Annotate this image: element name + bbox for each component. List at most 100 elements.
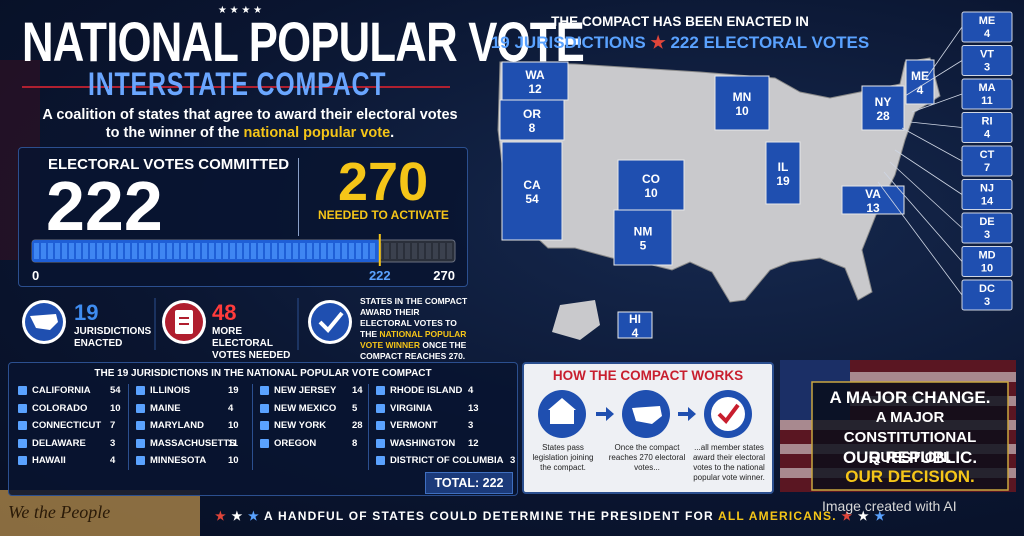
bar-segment bbox=[272, 243, 277, 259]
description-highlight: national popular vote bbox=[243, 125, 391, 141]
callout-line bbox=[909, 121, 963, 128]
item-votes: 12 bbox=[468, 437, 479, 449]
svg-text:★ ★ ★ ★: ★ ★ ★ ★ bbox=[218, 5, 262, 16]
stat-note: STATES IN THE COMPACT AWARD THEIR ELECTO… bbox=[360, 296, 470, 362]
state bbox=[617, 311, 653, 339]
state-votes: 10 bbox=[735, 104, 749, 118]
callout-votes: 3 bbox=[984, 229, 990, 241]
item-votes: 11 bbox=[228, 437, 239, 449]
state-icon bbox=[18, 403, 27, 413]
bar-segment bbox=[202, 243, 207, 259]
message: A MAJOR CONSTITUTIONAL QUESTION. bbox=[843, 409, 977, 466]
footer-highlight: ALL AMERICANS. bbox=[717, 509, 837, 523]
bar-segment bbox=[391, 243, 396, 259]
message: OUR DECISION. bbox=[845, 467, 975, 486]
item-name: CONNECTICUT bbox=[32, 420, 102, 431]
callout-box bbox=[961, 78, 1013, 110]
bar-segment bbox=[433, 243, 438, 259]
callout-line bbox=[911, 93, 963, 113]
bar-segment bbox=[321, 243, 326, 259]
state-icon bbox=[136, 421, 145, 430]
state-abbr: VA bbox=[865, 187, 881, 201]
list-item: CONNECTICUT 7 bbox=[32, 420, 137, 431]
bar-segment bbox=[293, 243, 298, 259]
bar-segment bbox=[279, 243, 284, 259]
footer-text: A HANDFUL OF STATES COULD DETERMINE THE … bbox=[264, 509, 718, 523]
bar-segment bbox=[34, 243, 39, 259]
callout-line bbox=[894, 149, 963, 195]
item-votes: 14 bbox=[352, 385, 363, 396]
map-heading: THE COMPACT HAS BEEN ENACTED IN bbox=[551, 14, 809, 29]
state-icon bbox=[376, 421, 385, 430]
bar-segment bbox=[265, 243, 270, 259]
item-votes: 8 bbox=[352, 437, 358, 449]
callout-abbr: DE bbox=[979, 216, 994, 228]
list-item: DELAWARE 3 bbox=[32, 438, 137, 449]
state-icon bbox=[136, 403, 145, 413]
state bbox=[765, 141, 801, 205]
state bbox=[905, 59, 935, 105]
callout-box bbox=[961, 179, 1013, 210]
state-icon bbox=[136, 438, 145, 448]
bar-segment bbox=[90, 243, 95, 259]
callout-abbr: VT bbox=[980, 49, 994, 61]
state-icon bbox=[18, 438, 27, 448]
bar-segment bbox=[363, 243, 368, 259]
state-votes: 12 bbox=[528, 82, 542, 96]
item-votes: 4 bbox=[228, 402, 234, 414]
list-item: DISTRICT OF COLUMBIA 3 bbox=[390, 455, 520, 466]
list-item: HAWAII 4 bbox=[32, 455, 137, 466]
list-item: VIRGINIA 13 bbox=[390, 403, 520, 414]
callout-line bbox=[877, 181, 963, 296]
bar-segment bbox=[69, 243, 74, 259]
item-votes: 10 bbox=[228, 420, 239, 431]
list-item: NEW JERSEY 14 bbox=[274, 385, 379, 396]
item-votes: 3 bbox=[468, 420, 474, 431]
bar-segment bbox=[181, 243, 186, 259]
list-item: RHODE ISLAND 4 bbox=[390, 385, 520, 396]
state-icon bbox=[260, 386, 269, 395]
bar-segment bbox=[230, 243, 235, 259]
bar-segment bbox=[48, 243, 53, 259]
item-name: DELAWARE bbox=[32, 437, 86, 449]
callout-abbr: MA bbox=[978, 82, 995, 94]
bar-segment bbox=[167, 243, 172, 259]
message: A MAJOR CHANGE. bbox=[829, 388, 991, 407]
state-votes: 19 bbox=[776, 174, 790, 188]
state-abbr: HI bbox=[629, 312, 641, 326]
state bbox=[613, 209, 673, 266]
bar-segment bbox=[41, 243, 46, 259]
list-item: ILLINOIS 19 bbox=[150, 385, 255, 396]
bar-segment bbox=[55, 243, 60, 259]
state-icon bbox=[136, 456, 145, 465]
scale-label: 270 bbox=[433, 268, 455, 283]
state-abbr: CA bbox=[523, 178, 541, 192]
bar-segment bbox=[258, 243, 263, 259]
bar-segment bbox=[62, 243, 67, 259]
state-abbr: NM bbox=[634, 225, 653, 239]
bar-segment bbox=[174, 243, 179, 259]
callout-box bbox=[961, 11, 1013, 43]
gauge-label: ELECTORAL VOTES COMMITTED bbox=[48, 156, 290, 173]
state-icon bbox=[376, 386, 385, 395]
callout-abbr: NJ bbox=[980, 183, 994, 195]
bar-segment bbox=[146, 243, 151, 259]
divider bbox=[298, 158, 299, 236]
callout-line bbox=[889, 161, 963, 229]
list-total: TOTAL: 222 bbox=[425, 472, 513, 494]
callout-box bbox=[961, 145, 1013, 177]
item-name: VIRGINIA bbox=[390, 402, 433, 414]
callout-abbr: ME bbox=[979, 15, 996, 27]
callout-box bbox=[961, 45, 1013, 76]
state-votes: 5 bbox=[640, 239, 647, 253]
bar-segment bbox=[153, 243, 158, 259]
item-name: MARYLAND bbox=[150, 420, 205, 431]
bar-segment bbox=[125, 243, 130, 259]
callout-votes: 3 bbox=[984, 62, 990, 74]
callout-box bbox=[961, 279, 1013, 311]
callout-line bbox=[883, 171, 963, 262]
bar-segment bbox=[440, 243, 445, 259]
progress-bar: 0 222 270 bbox=[31, 234, 456, 283]
state-votes: 54 bbox=[525, 192, 539, 206]
